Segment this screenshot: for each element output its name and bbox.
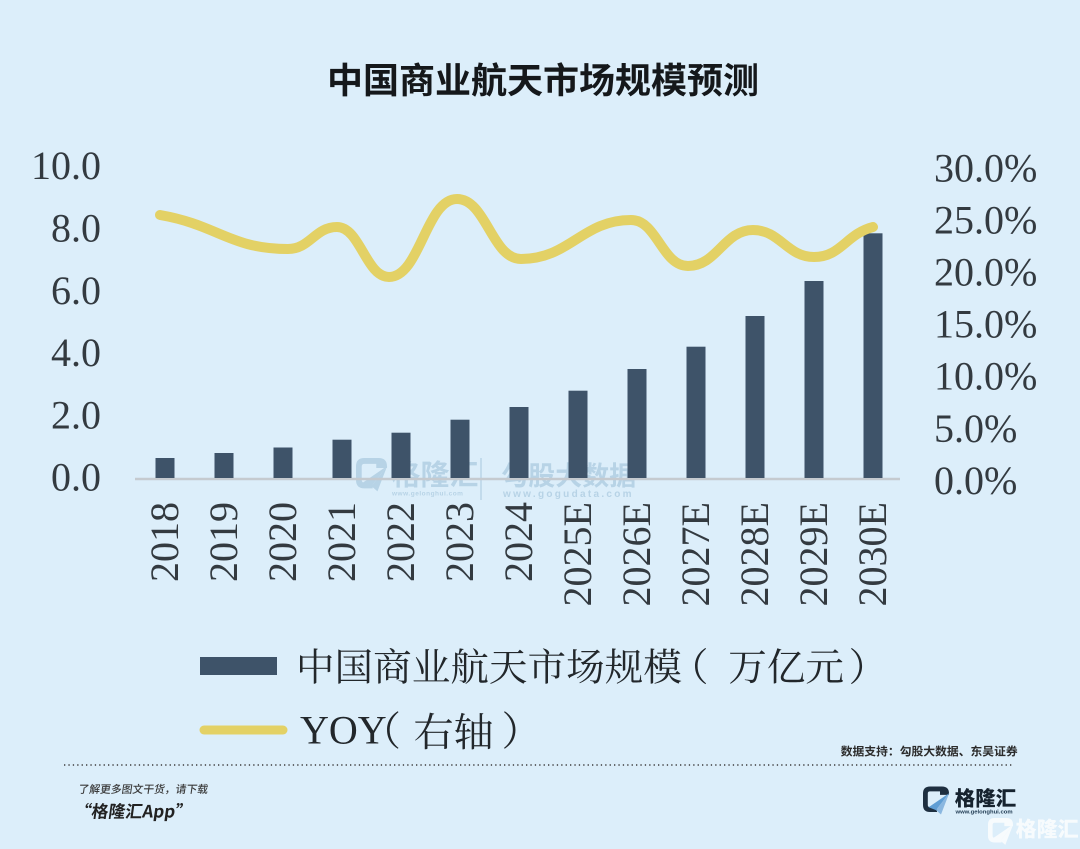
svg-text:6.0: 6.0 [51,268,101,313]
svg-text:YOY: YOY [300,707,387,752]
svg-text:2.0: 2.0 [51,392,101,437]
svg-text:2022: 2022 [378,502,423,582]
svg-text:2025E: 2025E [555,502,600,606]
svg-text:2023: 2023 [437,502,482,582]
svg-text:10.0: 10.0 [31,143,101,188]
svg-text:25.0%: 25.0% [934,197,1037,242]
svg-text:www.gelonghui.com: www.gelonghui.com [955,810,1013,816]
svg-text:4.0: 4.0 [51,330,101,375]
svg-text:5.0%: 5.0% [934,406,1017,451]
svg-text:2029E: 2029E [791,502,836,606]
svg-text:0.0%: 0.0% [934,458,1017,503]
svg-text:30.0%: 30.0% [934,145,1037,190]
svg-text:2018: 2018 [142,502,187,582]
svg-text:2027E: 2027E [673,502,718,606]
svg-text:8.0: 8.0 [51,206,101,251]
svg-text:0.0: 0.0 [51,455,101,500]
svg-text:www.gelonghui.com: www.gelonghui.com [391,491,463,498]
svg-text:20.0%: 20.0% [934,250,1037,295]
svg-text:15.0%: 15.0% [934,302,1037,347]
svg-text:2019: 2019 [201,502,246,582]
svg-text:2020: 2020 [260,502,305,582]
svg-text:2021: 2021 [319,502,364,582]
svg-text:www.gogudata.com: www.gogudata.com [502,489,634,500]
svg-text:2028E: 2028E [732,502,777,606]
svg-text:2024: 2024 [496,502,541,582]
svg-text:2026E: 2026E [614,502,659,606]
svg-text:10.0%: 10.0% [934,354,1037,399]
svg-text:2030E: 2030E [850,502,895,606]
